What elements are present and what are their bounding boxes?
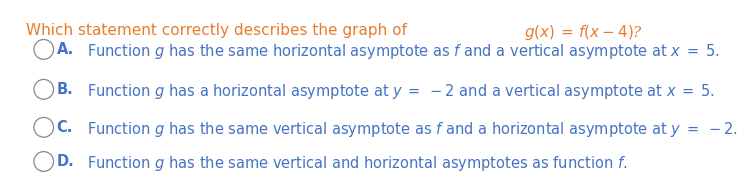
Text: B.: B.	[57, 82, 73, 97]
Text: A.: A.	[57, 42, 74, 57]
Text: Function $g$ has the same vertical asymptote as $f$ and a horizontal asymptote a: Function $g$ has the same vertical asymp…	[87, 120, 737, 139]
Text: $g(x)\, =\, f(x-4)$?: $g(x)\, =\, f(x-4)$?	[524, 23, 643, 42]
Text: Function $g$ has a horizontal asymptote at $y\;=\;-2$ and a vertical asymptote a: Function $g$ has a horizontal asymptote …	[87, 82, 715, 101]
Text: C.: C.	[57, 120, 73, 135]
Text: Which statement correctly describes the graph of: Which statement correctly describes the …	[26, 23, 412, 38]
Text: Function $g$ has the same vertical and horizontal asymptotes as function $f$.: Function $g$ has the same vertical and h…	[87, 154, 627, 173]
Text: D.: D.	[57, 154, 75, 169]
Text: Function $g$ has the same horizontal asymptote as $f$ and a vertical asymptote a: Function $g$ has the same horizontal asy…	[87, 42, 719, 61]
